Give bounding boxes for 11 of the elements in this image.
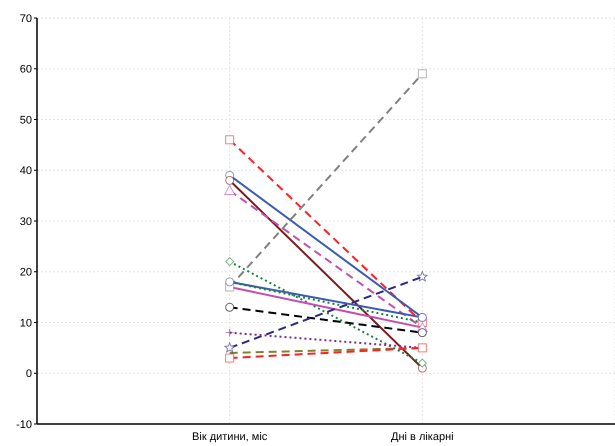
y-tick-label: 40	[20, 165, 32, 178]
x-tick-label: Дні в лікарні	[391, 430, 454, 443]
y-tick-label: 60	[20, 64, 32, 76]
y-tick-label: 20	[20, 266, 32, 279]
y-tick-label: 50	[20, 114, 32, 126]
y-tick-label: 0	[26, 368, 32, 380]
x-tick-label: Вік дитини, міс	[192, 430, 268, 443]
y-tick-label: 70	[20, 12, 32, 25]
y-tick-label: 10	[20, 317, 32, 330]
y-tick-label: -10	[16, 418, 32, 431]
y-tick-label: 30	[20, 216, 32, 228]
